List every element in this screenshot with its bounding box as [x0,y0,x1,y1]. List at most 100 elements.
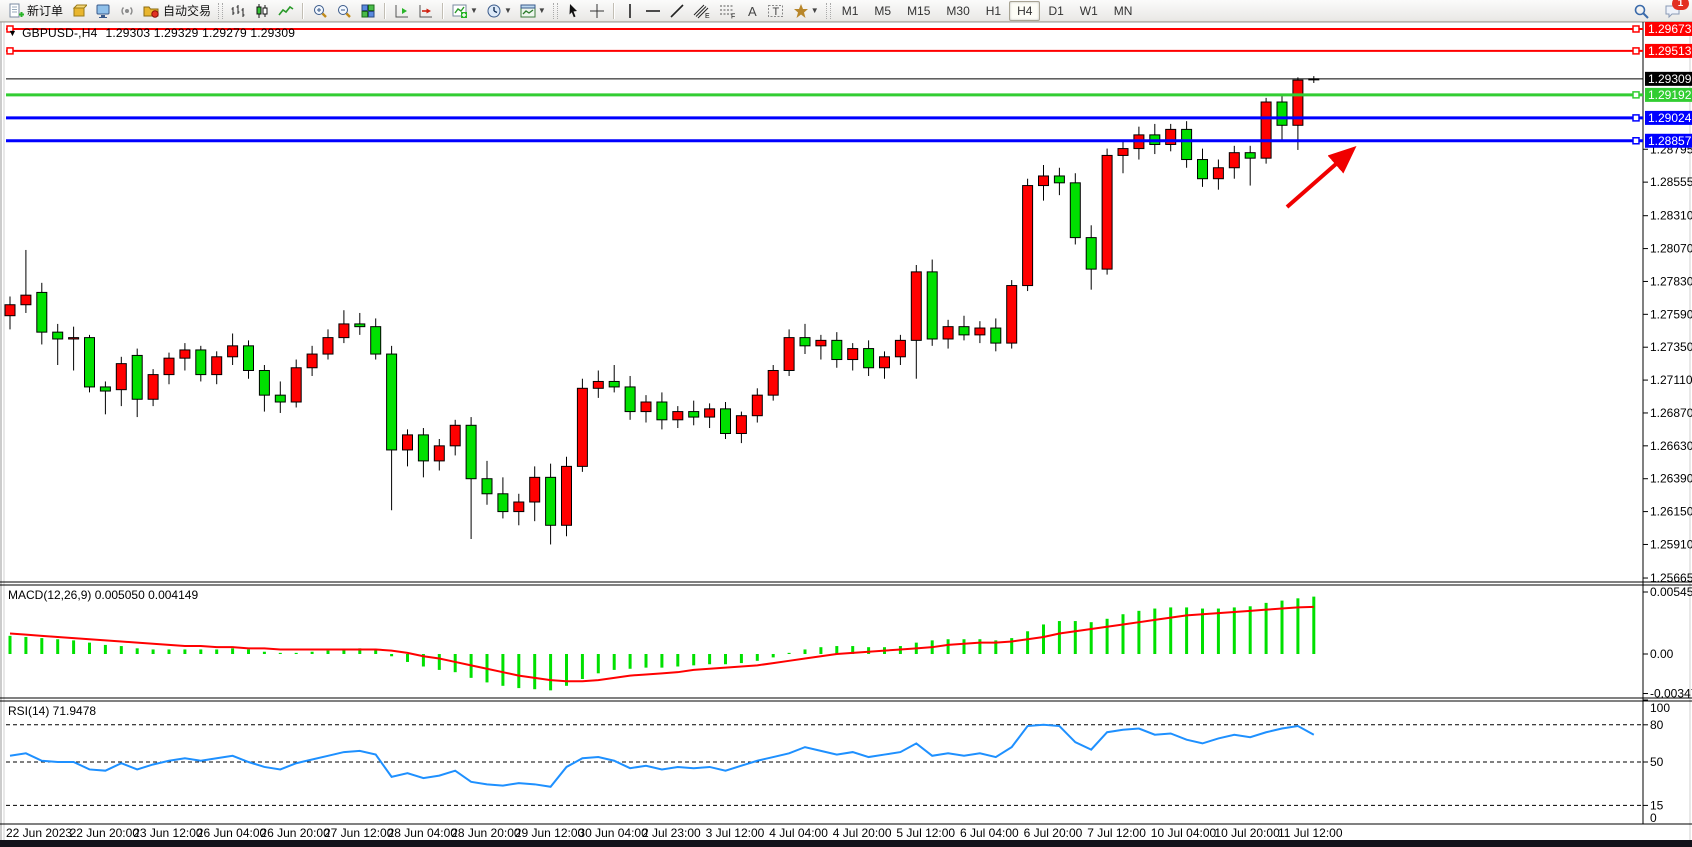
zoom-in-button[interactable] [308,0,332,22]
search-button[interactable] [1629,0,1654,22]
signals-button[interactable] [115,0,139,22]
price-line-label [1645,87,1692,102]
terminal-button[interactable] [91,0,115,22]
candle [449,419,461,456]
candle [99,381,111,415]
autotrading-button[interactable]: 自动交易 [139,0,215,22]
vertical-line-tool-button[interactable] [619,0,641,22]
candle [290,359,302,408]
templates-button[interactable]: ▼ [516,0,550,22]
price-axis-tick: 1.28555 [1650,175,1692,189]
chart-window: 1.28795 1.28555 1.28310 1.28070 1.27830 1.275… [0,22,1692,840]
channel-tool-button[interactable]: E [689,0,715,22]
line-handle[interactable] [1632,114,1640,122]
market-watch-button[interactable] [67,0,91,22]
bar-chart-mode-button[interactable] [226,0,250,22]
candle [1038,165,1049,201]
candle [1292,77,1304,150]
trendline-tool-button[interactable] [665,0,689,22]
price-axis-tick: 1.25665 [1650,571,1692,585]
text-tool-button[interactable]: A [741,0,763,22]
crosshair-icon [589,3,604,18]
time-axis-label: 22 Jun 20:00 [70,826,140,840]
auto-scroll-button[interactable] [390,0,414,22]
line-handle[interactable] [1632,47,1640,55]
chart-ohlc-values: 1.29303 1.29329 1.29279 1.29309 [105,26,296,40]
timeframe-m1-button[interactable]: M1 [841,3,859,18]
cursor-tool-button[interactable] [561,0,585,22]
toolbar: 新订单 自动交易 [0,0,1692,22]
line-handle[interactable] [1632,91,1640,99]
price-axis-tick: 1.26150 [1650,505,1692,519]
candle [1181,121,1193,168]
time-axis-label: 28 Jun 04:00 [388,826,458,840]
candle [608,365,620,393]
horizontal-line-tool-button[interactable] [641,0,665,22]
candle [624,375,636,420]
price-axis-tick: 1.26390 [1650,472,1692,486]
candle [1165,123,1177,152]
arrows-tool-button[interactable]: ▼ [789,0,823,22]
line-chart-mode-button[interactable] [274,0,298,22]
chart-canvas[interactable]: 1.287951.285551.283101.280701.278301.275… [0,22,1692,840]
candle [672,406,684,429]
signal-icon [121,6,133,15]
candle [322,329,334,360]
chart-menu-caret-icon[interactable]: ▼ [8,28,18,38]
svg-text:T: T [772,6,779,18]
candle [1117,140,1129,174]
rsi-line [9,723,1315,788]
candle [4,296,16,330]
candle [958,315,970,341]
line-handle[interactable] [6,47,14,55]
price-line-label-text: 1.29513 [1648,44,1692,58]
timeframe-h1-button[interactable]: H1 [985,3,1002,18]
timeframe-m5-button[interactable]: M5 [874,3,892,18]
tile-windows-icon [361,4,375,17]
candlestick-icon [256,3,268,18]
candle [513,493,525,526]
line-handle[interactable] [1632,25,1640,33]
fibonacci-tool-button[interactable]: F [715,0,741,22]
price-axis-tick: 1.27830 [1650,274,1692,288]
candlestick-mode-button[interactable] [250,0,274,22]
candle [1101,148,1113,275]
timeframe-h4-button[interactable]: H4 [1009,0,1041,21]
zoom-out-button[interactable] [332,0,356,22]
line-handle[interactable] [6,25,14,33]
svg-text:E: E [705,13,710,19]
timeframe-mn-button[interactable]: MN [1113,3,1133,18]
candle [879,351,890,379]
candle [815,334,827,360]
candle [179,343,191,371]
time-axis-label: 26 Jun 04:00 [197,826,267,840]
search-icon [1634,4,1649,19]
candle [1022,178,1034,292]
candle [1244,145,1256,186]
candle [227,333,239,366]
candle [497,477,509,519]
indicators-button[interactable]: ▼ [448,0,482,22]
crosshair-tool-button[interactable] [585,0,609,22]
text-label-tool-button[interactable]: T [763,0,789,22]
annotation-arrow[interactable] [1285,146,1357,209]
timeframe-m15-button[interactable]: M15 [907,3,931,18]
notifications-button[interactable]: 1 [1660,0,1689,22]
new-order-button[interactable]: 新订单 [4,0,67,22]
chart-shift-button[interactable] [414,0,438,22]
candle [386,345,398,511]
time-axis-label: 26 Jun 20:00 [260,826,330,840]
tile-windows-button[interactable] [356,0,380,22]
line-handle[interactable] [1632,137,1640,145]
time-axis-label: 6 Jul 04:00 [960,826,1019,840]
timeframe-d1-button[interactable]: D1 [1048,3,1064,18]
time-axis-label: 5 Jul 12:00 [896,826,955,840]
rsi-axis-tick: 15 [1650,798,1664,812]
timeframe-w1-button[interactable]: W1 [1079,3,1098,18]
time-axis-label: 10 Jul 20:00 [1214,826,1280,840]
periods-button[interactable]: ▼ [482,0,516,22]
timeframe-m30-button[interactable]: M30 [946,3,970,18]
template-icon [520,4,536,17]
candle [640,395,652,423]
